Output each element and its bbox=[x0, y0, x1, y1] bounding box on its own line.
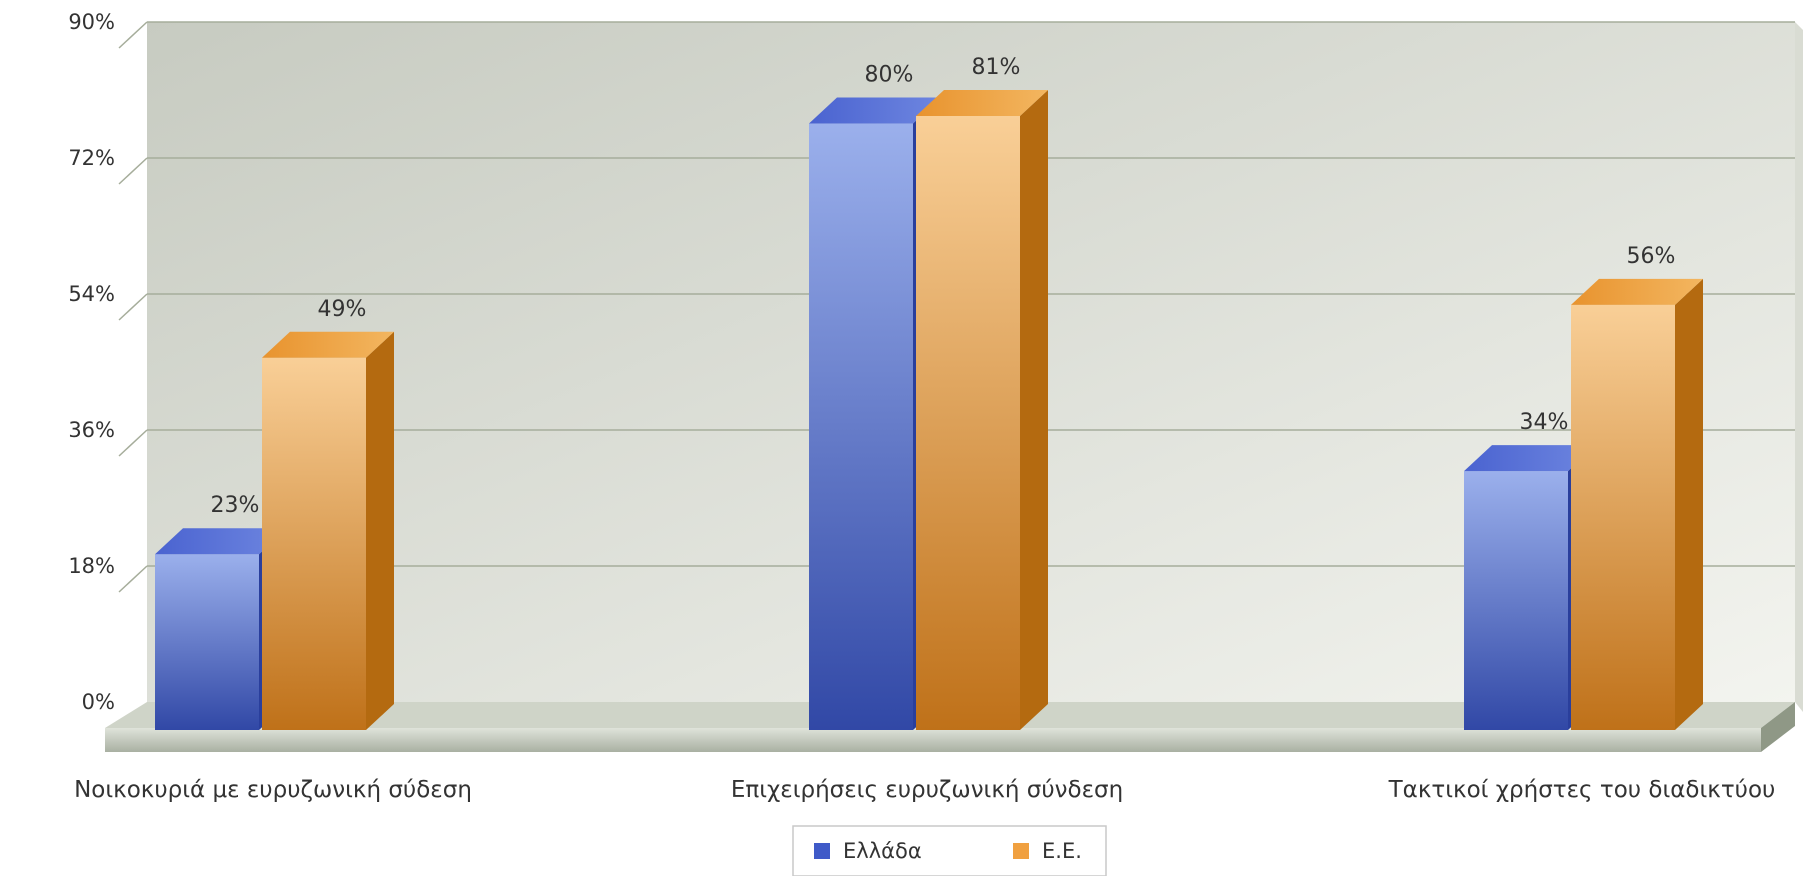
bar bbox=[916, 116, 1020, 730]
bar-top bbox=[155, 528, 287, 555]
data-label: 49% bbox=[318, 297, 367, 322]
bar-top bbox=[262, 331, 394, 358]
bars bbox=[155, 90, 1703, 731]
y-tick-label: 72% bbox=[68, 146, 115, 170]
data-labels: 23% 49% 80% 81% 34% 56% bbox=[211, 55, 1676, 518]
plot-side-wall bbox=[1795, 22, 1803, 712]
x-tick-label: Επιχειρήσεις ευρυζωνική σύνδεση bbox=[731, 777, 1123, 803]
bar-top bbox=[809, 97, 941, 124]
legend-label: Ελλάδα bbox=[843, 839, 922, 863]
y-tick-label: 36% bbox=[68, 418, 115, 442]
gridline-diagonal bbox=[118, 157, 148, 185]
bar-side bbox=[366, 331, 394, 730]
data-label: 80% bbox=[865, 63, 914, 88]
floor-front bbox=[105, 728, 1761, 752]
bar-side bbox=[1675, 278, 1703, 730]
legend: Ελλάδα Ε.Ε. bbox=[792, 825, 1107, 876]
bar-top bbox=[1464, 445, 1596, 472]
bar bbox=[809, 123, 913, 731]
data-label: 23% bbox=[211, 493, 260, 518]
bar-side bbox=[1020, 90, 1048, 730]
bar-top bbox=[916, 90, 1048, 116]
y-tick-label: 54% bbox=[68, 282, 115, 306]
bar bbox=[1464, 471, 1568, 730]
bar-top bbox=[1571, 278, 1703, 305]
bar bbox=[262, 357, 366, 730]
y-tick-label: 0% bbox=[82, 690, 115, 714]
x-tick-label: Νοικοκυριά με ευρυζωνική σύδεση bbox=[74, 777, 472, 803]
legend-box bbox=[792, 825, 1107, 876]
y-tick-label: 90% bbox=[68, 10, 115, 34]
bar bbox=[155, 554, 259, 730]
gridline-diagonal bbox=[118, 293, 148, 321]
floor-side bbox=[1761, 702, 1795, 752]
x-axis: Νοικοκυριά με ευρυζωνική σύδεση Επιχειρήσ… bbox=[74, 777, 1775, 803]
gridline-diagonal bbox=[118, 429, 148, 457]
legend-swatch bbox=[1013, 843, 1029, 859]
data-label: 56% bbox=[1627, 244, 1676, 269]
gridline-diagonal bbox=[118, 21, 148, 49]
legend-label: Ε.Ε. bbox=[1042, 839, 1082, 863]
y-axis: 0% 18% 36% 54% 72% 90% bbox=[68, 10, 115, 714]
x-tick-label: Τακτικοί χρήστες του διαδικτύου bbox=[1388, 777, 1776, 803]
gridline-diagonal bbox=[118, 565, 148, 593]
data-label: 81% bbox=[972, 55, 1021, 80]
y-tick-label: 18% bbox=[68, 554, 115, 578]
bar bbox=[1571, 304, 1675, 730]
legend-swatch bbox=[814, 843, 830, 859]
data-label: 34% bbox=[1520, 410, 1569, 435]
